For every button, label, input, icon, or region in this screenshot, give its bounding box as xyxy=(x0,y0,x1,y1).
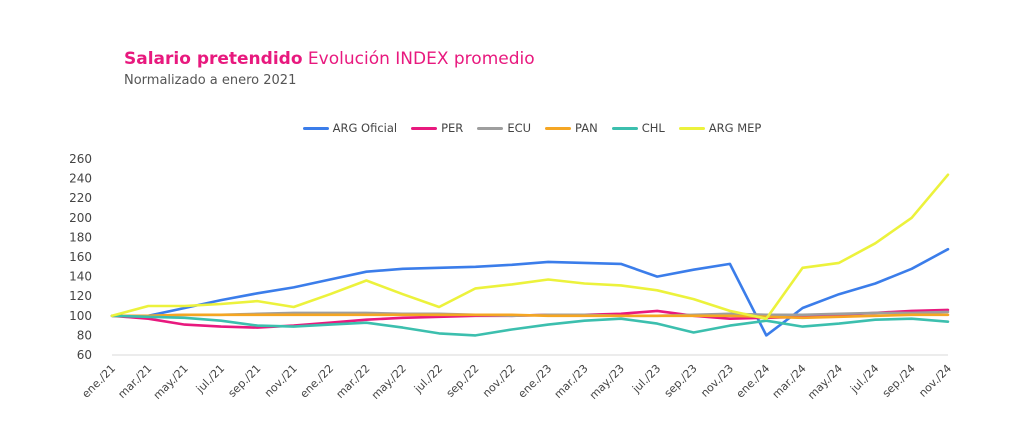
legend-item: ECU xyxy=(477,121,531,135)
legend-label: PER xyxy=(441,121,464,135)
y-tick-label: 60 xyxy=(77,348,92,362)
x-tick-label: jul./21 xyxy=(193,362,227,396)
x-tick-label: ene./23 xyxy=(516,362,555,401)
legend-label: ARG MEP xyxy=(708,121,762,135)
y-tick-label: 220 xyxy=(69,191,92,205)
legend-item: ARG MEP xyxy=(678,121,762,135)
legend-label: ARG Oficial xyxy=(332,121,398,135)
x-tick-label: sep./23 xyxy=(662,362,700,400)
legend-label: PAN xyxy=(575,121,598,135)
chart-title: Salario pretendido Evolución INDEX prome… xyxy=(124,48,535,70)
y-tick-label: 160 xyxy=(69,250,92,264)
x-tick-label: sep./21 xyxy=(226,362,264,400)
legend-item: PER xyxy=(411,121,463,135)
x-tick-label: ene./22 xyxy=(298,362,337,401)
x-tick-label: nov./21 xyxy=(262,362,300,400)
x-tick-label: jul./24 xyxy=(847,362,881,396)
legend-label: ECU xyxy=(507,121,532,135)
y-tick-label: 120 xyxy=(69,289,92,303)
series-line-pan xyxy=(110,313,950,320)
legend-swatch xyxy=(611,126,638,130)
x-tick-label: mar./22 xyxy=(334,362,373,401)
x-tick-label: mar./24 xyxy=(770,362,809,401)
x-tick-label: sep./22 xyxy=(444,362,482,400)
legend-swatch xyxy=(545,126,572,130)
legend-swatch xyxy=(477,126,504,130)
y-tick-label: 260 xyxy=(69,152,92,166)
x-tick-label: may./23 xyxy=(587,362,627,402)
x-tick-label: nov./23 xyxy=(698,362,736,400)
y-tick-label: 240 xyxy=(69,172,92,186)
x-tick-label: jul./23 xyxy=(629,362,663,396)
x-tick-label: mar./23 xyxy=(552,362,591,401)
x-tick-label: sep./24 xyxy=(880,362,918,400)
x-tick-label: nov./24 xyxy=(916,362,954,400)
legend-item: PAN xyxy=(545,121,598,135)
chart-title-bold: Salario pretendido xyxy=(124,49,303,69)
series-line-arg-oficial xyxy=(110,247,950,337)
x-tick-label: ene./24 xyxy=(734,362,773,401)
x-tick-label: jul./22 xyxy=(411,362,445,396)
series-line-arg-mep xyxy=(110,173,950,321)
legend-swatch xyxy=(411,126,438,130)
chart-legend: ARG Oficial PER ECU PAN CHL ARG MEP xyxy=(0,121,1024,135)
y-tick-label: 200 xyxy=(69,211,92,225)
y-tick-label: 100 xyxy=(69,309,92,323)
y-tick-label: 80 xyxy=(77,328,92,342)
x-tick-label: mar./21 xyxy=(115,362,154,401)
chart-subtitle: Normalizado a enero 2021 xyxy=(124,73,297,88)
series-line-chl xyxy=(110,314,950,337)
x-tick-label: ene./21 xyxy=(79,362,118,401)
title-block: Salario pretendido Evolución INDEX prome… xyxy=(124,48,535,88)
legend-label: CHL xyxy=(641,121,665,135)
legend-swatch xyxy=(302,126,329,130)
x-tick-label: may./24 xyxy=(805,362,845,402)
y-tick-label: 180 xyxy=(69,230,92,244)
x-tick-label: may./21 xyxy=(151,362,191,402)
chart-title-rest: Evolución INDEX promedio xyxy=(307,49,535,69)
legend-swatch xyxy=(678,126,705,130)
legend-item: ARG Oficial xyxy=(302,121,398,135)
y-tick-label: 140 xyxy=(69,270,92,284)
legend-item: CHL xyxy=(611,121,665,135)
x-tick-label: may./22 xyxy=(369,362,409,402)
x-tick-label: nov./22 xyxy=(480,362,518,400)
